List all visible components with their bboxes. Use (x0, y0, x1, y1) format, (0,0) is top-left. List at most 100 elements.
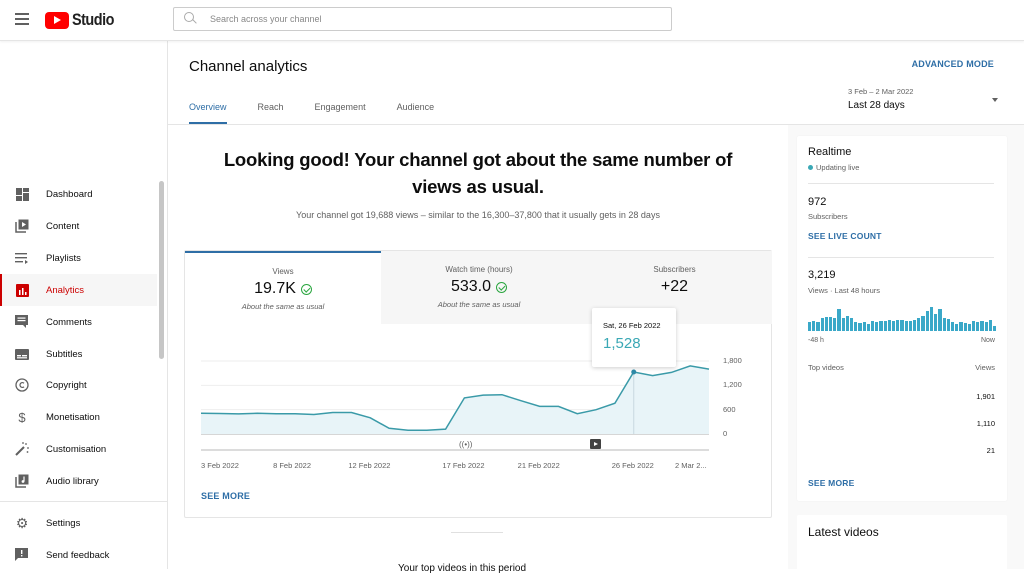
live-status-text: Updating live (816, 163, 860, 172)
metric-tab-watch-time[interactable]: Watch time (hours) 533.0 About the same … (381, 251, 577, 324)
x-tick-label: 12 Feb 2022 (348, 461, 391, 470)
sidebar-item-label: Playlists (46, 252, 81, 264)
sidebar-item-customisation[interactable]: Customisation (0, 433, 157, 465)
youtube-play-icon (45, 11, 69, 29)
realtime-bar (971, 321, 976, 331)
sidebar-item-send-feedback[interactable]: Send feedback (0, 539, 157, 571)
realtime-bar (841, 317, 845, 331)
see-more-button[interactable]: SEE MORE (808, 478, 855, 488)
realtime-bar-chart[interactable] (808, 307, 997, 331)
sidebar-item-label: Comments (46, 316, 92, 328)
tab-engagement[interactable]: Engagement (314, 102, 366, 112)
feedback-icon (15, 548, 29, 562)
sidebar-item-audio-library[interactable]: Audio library (0, 465, 157, 497)
tooltip-value: 1,528 (603, 335, 641, 352)
gear-icon: ⚙ (15, 514, 29, 531)
views-column-label: Views (975, 363, 995, 372)
metrics-card: Views 19.7K About the same as usual Watc… (184, 250, 772, 518)
metric-note: About the same as usual (241, 302, 325, 311)
realtime-bar (900, 320, 904, 331)
top-video-views[interactable]: 21 (986, 446, 995, 455)
summary-text: Your channel got 19,688 views – similar … (296, 210, 660, 220)
views-count: 3,219 (808, 269, 836, 281)
metric-label: Views (272, 267, 294, 276)
realtime-title: Realtime (808, 146, 852, 158)
sidebar-scrollbar[interactable] (159, 181, 164, 359)
latest-videos-card: Latest videos (797, 515, 1007, 575)
sidebar: Dashboard Content Playlists Analytics Co… (0, 41, 168, 569)
realtime-bar (875, 322, 879, 331)
see-live-count-button[interactable]: SEE LIVE COUNT (808, 231, 882, 241)
advanced-mode-button[interactable]: ADVANCED MODE (911, 59, 994, 69)
sidebar-item-label: Analytics (46, 284, 85, 296)
sidebar-item-copyright[interactable]: Copyright (0, 369, 157, 401)
tab-audience[interactable]: Audience (396, 102, 435, 112)
realtime-bar (955, 324, 959, 331)
sidebar-item-dashboard[interactable]: Dashboard (0, 178, 157, 210)
realtime-bar (808, 322, 812, 331)
date-range-picker[interactable]: 3 Feb – 2 Mar 2022 Last 28 days (848, 87, 998, 111)
realtime-bar (967, 324, 971, 331)
realtime-bar (892, 321, 896, 331)
realtime-bar (988, 320, 992, 331)
realtime-bar (963, 323, 967, 331)
sidebar-item-label: Subtitles (46, 348, 83, 360)
realtime-bar (820, 317, 824, 331)
realtime-bar (938, 309, 942, 331)
views-label: Views · Last 48 hours (808, 286, 880, 295)
metric-value-row: +22 (577, 278, 772, 296)
y-tick-label: 1,800 (723, 356, 742, 365)
sidebar-item-label: Settings (46, 517, 81, 529)
divider (808, 257, 994, 258)
magic-wand-icon (15, 442, 29, 456)
top-video-views[interactable]: 1,110 (976, 419, 995, 428)
metric-value-row: 533.0 (381, 278, 577, 296)
top-bar: Studio (0, 0, 1024, 41)
metric-value-row: 19.7K (185, 280, 381, 298)
live-dot-icon (808, 165, 813, 170)
realtime-bar (812, 321, 816, 331)
realtime-bar (816, 322, 820, 331)
realtime-bar (913, 320, 917, 331)
copyright-icon (15, 378, 29, 392)
realtime-bar (845, 315, 850, 331)
sidebar-item-analytics[interactable]: Analytics (0, 274, 157, 306)
sidebar-item-label: Audio library (46, 475, 99, 487)
live-stream-icon[interactable]: ((•)) (459, 440, 473, 449)
x-tick-label: 8 Feb 2022 (273, 461, 312, 470)
axis-start-label: -48 h (808, 337, 824, 344)
sidebar-item-settings[interactable]: ⚙ Settings (0, 507, 157, 539)
sidebar-item-playlists[interactable]: Playlists (0, 242, 157, 274)
sidebar-item-comments[interactable]: Comments (0, 306, 157, 338)
realtime-bar (824, 316, 829, 331)
sidebar-item-monetisation[interactable]: $ Monetisation (0, 401, 157, 433)
video-marker-icon[interactable] (590, 439, 601, 449)
tab-overview[interactable]: Overview (189, 102, 227, 124)
x-tick-label: 2 Mar 2... (675, 461, 707, 470)
sidebar-item-label: Customisation (46, 443, 107, 455)
search-box[interactable] (173, 7, 672, 31)
sidebar-item-subtitles[interactable]: Subtitles (0, 338, 157, 370)
sidebar-item-content[interactable]: Content (0, 210, 157, 242)
sidebar-item-label: Send feedback (46, 549, 110, 561)
see-more-button[interactable]: SEE MORE (201, 491, 251, 501)
subscribers-label: Subscribers (808, 212, 848, 221)
tab-reach[interactable]: Reach (257, 102, 284, 112)
views-line-chart[interactable] (185, 324, 773, 454)
dashboard-icon (15, 187, 29, 201)
menu-icon[interactable] (15, 13, 29, 25)
search-input[interactable] (210, 14, 650, 24)
top-video-views[interactable]: 1,901 (976, 392, 995, 401)
realtime-bar (854, 322, 858, 331)
metric-tab-views[interactable]: Views 19.7K About the same as usual (185, 251, 381, 324)
playlists-icon (15, 251, 29, 265)
check-circle-icon (300, 283, 312, 295)
realtime-bar (942, 317, 946, 331)
tab-bar: Overview Reach Engagement Audience (189, 102, 465, 124)
logo-text: Studio (72, 10, 114, 29)
overview-content: Looking good! Your channel got about the… (168, 125, 788, 574)
studio-logo[interactable]: Studio (45, 10, 121, 30)
metric-note: About the same as usual (437, 300, 521, 309)
main-area: Channel analytics ADVANCED MODE Overview… (168, 41, 1024, 575)
check-circle-icon (496, 281, 508, 293)
